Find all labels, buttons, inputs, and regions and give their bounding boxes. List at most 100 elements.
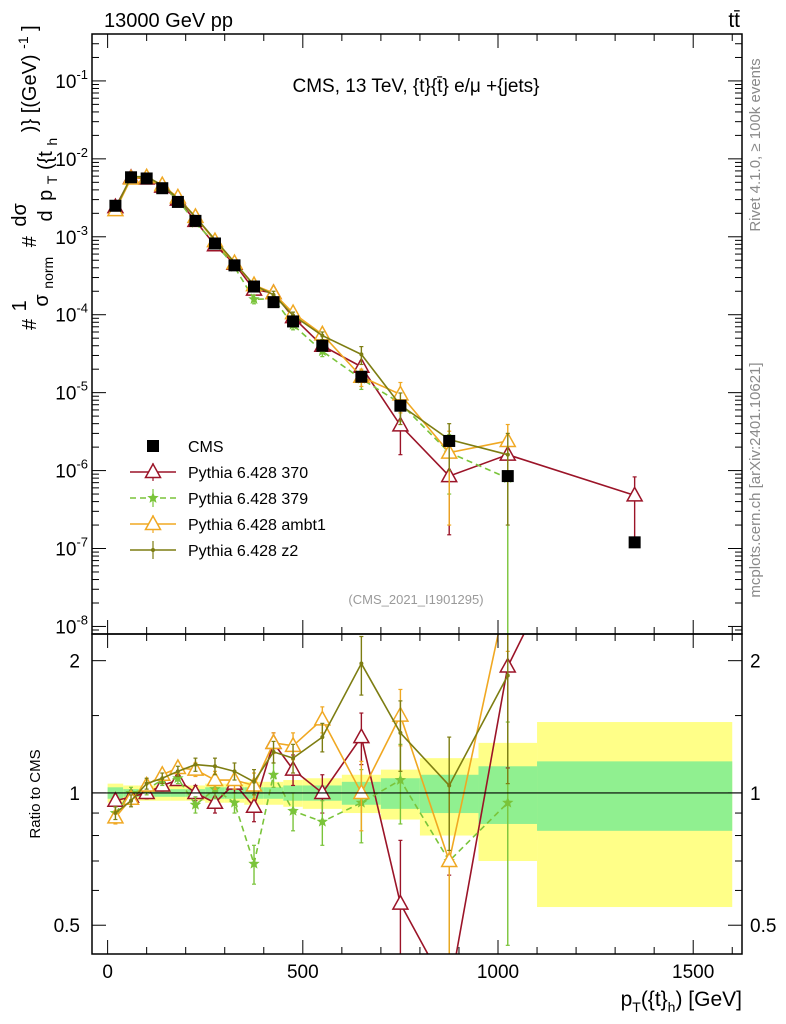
x-tick-label: 1500: [672, 962, 714, 983]
series-line: [114, 176, 508, 454]
y-tick-label: 10-7: [55, 535, 88, 561]
ylabel-norm: norm: [40, 257, 56, 289]
legend-label: Pythia 6.428 z2: [188, 543, 298, 560]
data-point: [505, 673, 510, 678]
legend-marker: [151, 548, 155, 552]
ratio-y-tick-label-right: 1: [750, 784, 761, 805]
data-point: [248, 293, 260, 305]
data-point: [109, 199, 122, 212]
ylabel-h: h: [44, 138, 60, 146]
ylabel-d: d: [35, 210, 57, 221]
ratio-plot-series: [106, 634, 525, 954]
ylabel-T: T: [44, 175, 60, 184]
data-point: [359, 352, 364, 357]
legend-label: CMS: [188, 439, 224, 456]
data-point: [129, 798, 134, 803]
data-point: [316, 339, 329, 352]
ylabel-p: p: [35, 190, 57, 201]
data-point: [447, 783, 452, 788]
data-point: [287, 804, 299, 816]
ylabel-arg: ({t: [35, 151, 57, 170]
legend-label: Pythia 6.428 379: [188, 491, 308, 508]
data-point: [171, 195, 184, 208]
data-point: [206, 793, 224, 809]
y-tick-label: 10-3: [55, 223, 88, 249]
data-point: [505, 452, 510, 457]
data-point: [313, 783, 332, 800]
legend-marker: [144, 462, 162, 479]
ratio-axes: 0.5 0.5 1 1 2 2 0 500 1000 1500: [54, 652, 777, 983]
data-point: [206, 770, 224, 787]
data-point: [267, 768, 280, 780]
series-line: [114, 175, 508, 456]
data-point: [502, 796, 514, 808]
data-point: [208, 237, 221, 250]
y-tick-label: 10-6: [55, 457, 88, 483]
ratio-y-tick-label-right: 0.5: [750, 916, 776, 937]
ylabel-dsigma: dσ: [9, 202, 31, 226]
data-point: [271, 749, 276, 754]
x-tick-label: 500: [287, 962, 319, 983]
data-point: [113, 811, 118, 816]
main-plot-series: [106, 167, 644, 634]
data-point: [320, 735, 325, 740]
y-tick-label: 10-1: [55, 67, 88, 93]
legend-marker: [147, 492, 159, 503]
main-y-axis: 10-8 10-7 10-6 10-5 10-4 10-3 10-2 10-1: [55, 33, 742, 954]
data-point: [228, 796, 241, 808]
data-point: [212, 764, 217, 769]
series-line: [114, 661, 509, 814]
ratio-y-tick-label-left: 2: [69, 652, 80, 673]
legend-marker: [147, 440, 159, 452]
data-point: [140, 172, 153, 185]
data-point: [267, 296, 280, 309]
ratio-y-tick-label-left: 0.5: [54, 916, 80, 937]
mcplots-label: mcplots.cern.ch [arXiv:2401.10621]: [747, 362, 764, 597]
data-point: [320, 333, 325, 338]
data-point: [394, 399, 407, 412]
data-point: [352, 727, 371, 744]
ylabel-one: 1: [9, 300, 31, 311]
data-point: [316, 815, 328, 827]
ratio-y-tick-label-right: 2: [750, 652, 761, 673]
ylabel-exp: -1: [15, 36, 31, 49]
ylabel-hash1: #: [19, 318, 41, 330]
data-point: [248, 857, 260, 869]
data-point: [193, 762, 198, 767]
x-axis-label: pT({t}h) [GeV]: [621, 988, 742, 1015]
svg-text:# 1 σ norm: # 1 σ norm # dσ d p T ({t h )} [(GeV) -1…: [9, 25, 62, 330]
data-point: [156, 182, 169, 195]
legend-label: Pythia 6.428 370: [188, 465, 308, 482]
data-point: [144, 781, 149, 786]
x-tick-label: 1000: [477, 962, 519, 983]
data-point: [625, 485, 644, 502]
ylabel-bracket: ]: [19, 25, 41, 31]
data-point: [398, 730, 403, 735]
rivet-label: Rivet 4.1.0, ≥ 100k events: [747, 58, 764, 231]
data-point: [245, 797, 263, 814]
data-point: [160, 776, 165, 781]
data-point: [352, 783, 371, 800]
data-point: [355, 370, 368, 383]
data-point: [271, 292, 276, 297]
data-point: [391, 894, 410, 910]
data-point: [172, 772, 184, 784]
legend: CMS Pythia 6.428 370 Pythia 6.428 379 Pythi…: [130, 439, 326, 560]
legend-label: Pythia 6.428 ambt1: [188, 517, 326, 534]
data-point: [232, 769, 237, 774]
data-point: [359, 661, 364, 666]
data-point: [443, 434, 456, 447]
data-point: [440, 851, 458, 868]
ylabel-close: )} [(GeV): [19, 54, 41, 132]
ratio-y-axis-label: Ratio to CMS: [27, 749, 44, 838]
y-tick-label: 10-2: [55, 145, 88, 171]
ratio-y-tick-label-left: 1: [69, 784, 80, 805]
data-point: [125, 171, 138, 184]
plot-title: CMS, 13 TeV, {t}{t̄} e/μ +{jets}: [292, 76, 539, 97]
data-point: [175, 769, 180, 774]
y-tick-label: 10-8: [55, 612, 88, 638]
data-point: [287, 315, 300, 328]
data-point: [501, 470, 514, 483]
data-point: [189, 214, 202, 227]
